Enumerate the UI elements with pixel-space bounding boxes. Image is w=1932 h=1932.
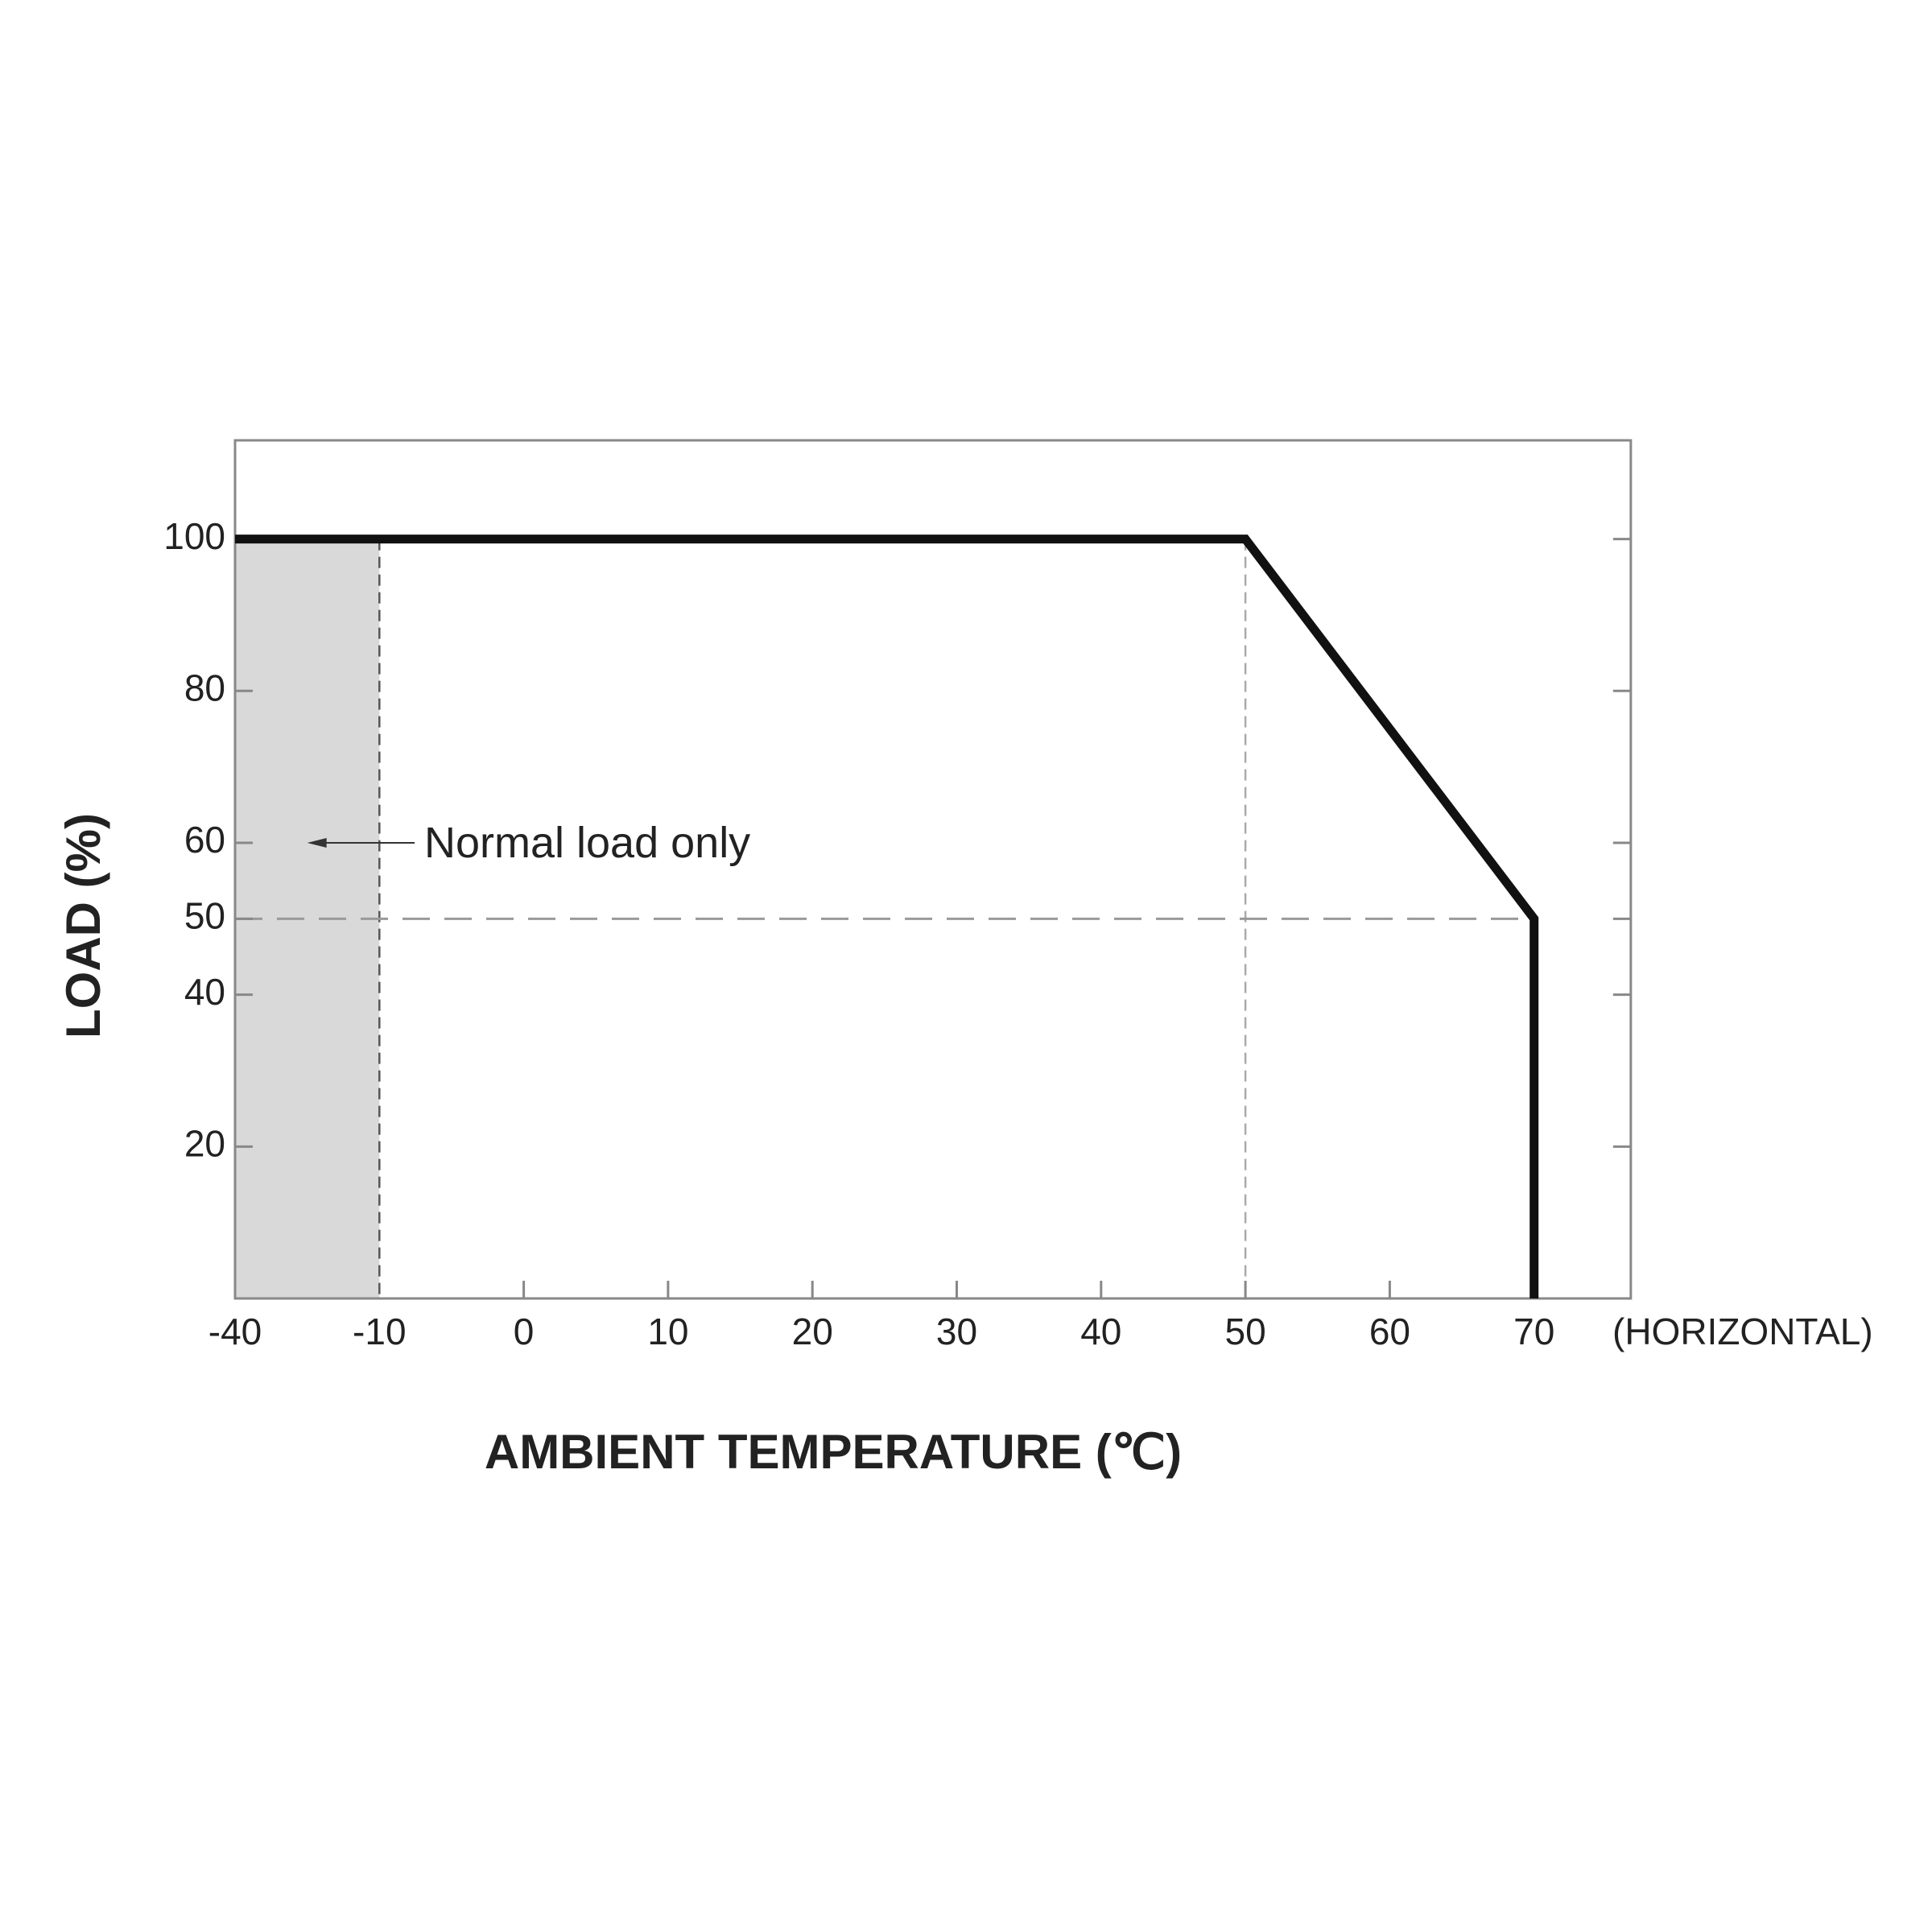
x-tick-label: 50	[1225, 1311, 1266, 1352]
x-tick-label: 40	[1080, 1311, 1121, 1352]
derating-line	[235, 535, 1539, 1298]
x-axis-title: AMBIENT TEMPERATURE (℃)	[485, 1425, 1182, 1479]
y-axis-title: LOAD (%)	[56, 813, 110, 1038]
y-tick-label: 80	[184, 667, 225, 708]
plot-frame	[233, 439, 1633, 1300]
x-tick-label: 20	[792, 1311, 833, 1352]
x-axis-note: (HORIZONTAL)	[1612, 1311, 1873, 1352]
x-tick-label: -40	[208, 1311, 262, 1352]
x-tick-label: 30	[936, 1311, 977, 1352]
y-tick-label: 40	[184, 971, 225, 1013]
y-tick-label: 20	[184, 1122, 225, 1164]
x-tick-label: -10	[353, 1311, 406, 1352]
x-tick-label: 60	[1369, 1311, 1410, 1352]
x-tick-label: 0	[514, 1311, 535, 1352]
y-tick-label: 100	[163, 515, 225, 557]
annotation-arrowhead	[307, 837, 327, 848]
x-tick-label: 70	[1513, 1311, 1554, 1352]
y-tick-label: 60	[184, 819, 225, 861]
x-tick-label: 10	[647, 1311, 688, 1352]
annotation: Normal load only	[424, 819, 750, 867]
y-tick-label: 50	[184, 894, 225, 936]
